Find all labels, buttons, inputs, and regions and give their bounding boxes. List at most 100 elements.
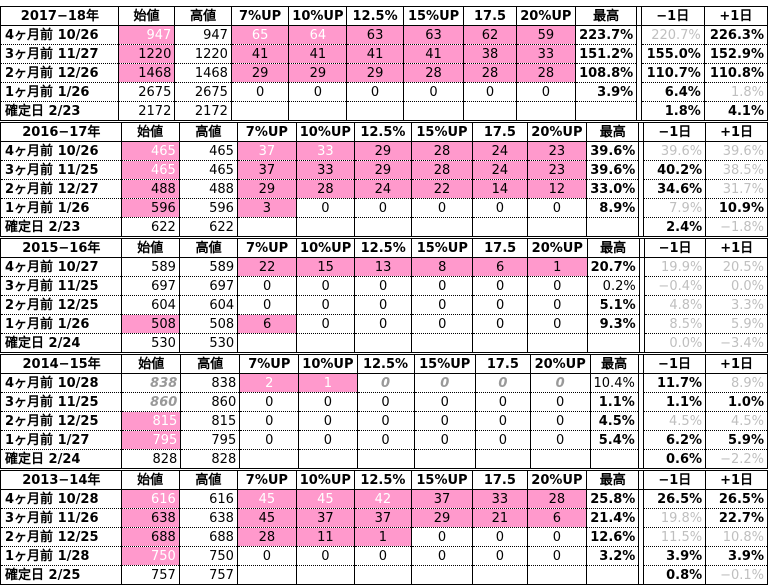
data-cell: 0 [356, 392, 415, 412]
table-row: 確定日 2/23 2172 2172 1.8% 4.1% [0, 101, 768, 121]
data-cell: 589 [178, 257, 239, 277]
data-cell: 0 [515, 82, 577, 102]
data-cell: 604 [120, 295, 180, 315]
row-label: 1ヶ月前 1/26 [0, 314, 122, 334]
table-row: 確定日 2/25 757 757 0.8% −0.1% [0, 565, 768, 585]
column-header: −1日 [643, 238, 707, 258]
data-cell: 33 [515, 44, 577, 64]
data-cell: 24 [353, 179, 412, 199]
spacer-cell [636, 6, 642, 26]
data-cell [413, 449, 476, 469]
data-cell [472, 333, 528, 353]
data-cell: 757 [178, 565, 238, 585]
column-header: 15%UP [410, 470, 474, 490]
column-header: 高値 [174, 6, 232, 26]
data-cell [575, 101, 638, 121]
data-cell: 21.4% [586, 508, 640, 528]
column-header: 7%UP [237, 238, 298, 258]
data-cell: 41 [402, 44, 465, 64]
data-cell: 947 [117, 25, 176, 45]
data-cell: 226.3% [703, 25, 768, 45]
data-cell: 38 [463, 44, 517, 64]
year-label: 2014−15年 [0, 354, 123, 374]
row-label: 3ヶ月前 11/27 [0, 44, 119, 64]
data-cell: 0 [474, 392, 531, 412]
spacer-cell [638, 449, 644, 469]
column-header: 12.5% [354, 238, 413, 258]
data-cell: 28 [526, 489, 588, 509]
spacer-cell [636, 101, 642, 121]
data-cell: 26.5% [705, 489, 768, 509]
data-cell [296, 333, 356, 353]
row-label: 3ヶ月前 11/25 [0, 160, 122, 180]
data-cell: 0 [410, 546, 474, 566]
column-header: +1日 [705, 354, 768, 374]
data-cell: 0 [346, 82, 404, 102]
data-cell: 0 [230, 82, 290, 102]
column-header: +1日 [705, 122, 768, 142]
data-cell: 0 [472, 295, 528, 315]
column-header: 最高 [586, 470, 640, 490]
data-cell: 0 [526, 527, 588, 547]
data-cell: 616 [178, 489, 238, 509]
data-cell: 508 [178, 314, 239, 334]
column-header: 20%UP [526, 238, 588, 258]
data-cell: 795 [180, 430, 241, 450]
column-header: −1日 [643, 470, 707, 490]
data-cell: 815 [180, 411, 241, 431]
data-cell: 37 [295, 508, 355, 528]
data-cell: 4.8% [643, 295, 707, 315]
data-cell: 28 [236, 527, 297, 547]
data-cell: 28 [295, 179, 355, 199]
data-cell [353, 217, 412, 237]
data-cell: 20.5% [705, 257, 768, 277]
data-cell: 750 [120, 546, 180, 566]
data-cell [463, 101, 517, 121]
data-cell: 0 [411, 295, 474, 315]
row-label: 4ヶ月前 10/26 [0, 141, 122, 161]
table-row: 4ヶ月前 10/28 616 616 45 45 42 37 33 28 25.8% 26.5% 26… [0, 489, 768, 509]
data-cell: 688 [120, 527, 180, 547]
data-cell: 0 [526, 295, 588, 315]
data-cell [295, 217, 355, 237]
data-cell: 0 [295, 546, 355, 566]
data-cell: 0 [288, 82, 348, 102]
data-cell: 815 [121, 411, 182, 431]
data-cell [230, 101, 290, 121]
column-header: 始値 [121, 354, 182, 374]
data-cell: 24 [472, 141, 528, 161]
data-cell: 5.9% [705, 314, 768, 334]
data-cell [346, 101, 404, 121]
data-cell: 0 [296, 295, 356, 315]
row-label: 3ヶ月前 11/25 [0, 392, 123, 412]
data-cell: 21 [472, 508, 528, 528]
data-cell: 223.7% [575, 25, 638, 45]
table-row: 2ヶ月前 12/25 815 815 0 0 0 0 0 0 4.5% 4.5% 4.5% [0, 411, 768, 431]
column-header: 17.5 [474, 354, 531, 374]
data-cell: 0 [239, 392, 300, 412]
column-header: 20%UP [526, 122, 588, 142]
data-cell: 0 [526, 546, 588, 566]
column-header: 最高 [586, 238, 640, 258]
spacer-cell [639, 238, 645, 258]
table-row: 2ヶ月前 12/25 604 604 0 0 0 0 0 0 5.1% 4.8% 3.3% [0, 295, 768, 315]
data-cell: 63 [402, 25, 465, 45]
row-label: 4ヶ月前 10/28 [0, 489, 122, 509]
row-label: 2ヶ月前 12/25 [0, 295, 122, 315]
data-cell: 530 [178, 333, 239, 353]
data-cell: 750 [178, 546, 238, 566]
row-label: 4ヶ月前 10/27 [0, 257, 122, 277]
year-label: 2013−14年 [0, 470, 122, 490]
data-cell: 8.5% [643, 314, 707, 334]
data-cell: 622 [178, 217, 238, 237]
data-cell [526, 565, 588, 585]
data-cell: 4.5% [589, 411, 639, 431]
data-cell: 0 [526, 198, 588, 218]
column-header: 7%UP [236, 122, 297, 142]
data-cell [288, 101, 348, 121]
data-cell: −3.4% [705, 333, 768, 353]
data-cell: 508 [120, 314, 180, 334]
table-row: 1ヶ月前 1/26 2675 2675 0 0 0 0 0 0 3.9% 6.4% 1.8% [0, 82, 768, 102]
data-cell: 29 [353, 141, 412, 161]
